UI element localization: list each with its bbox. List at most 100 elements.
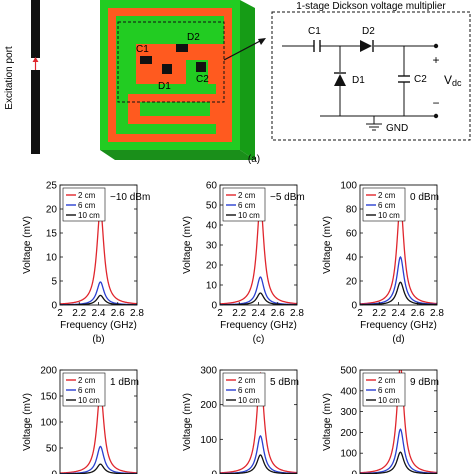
series-line	[360, 281, 437, 305]
schematic-minus: −	[432, 96, 439, 110]
y-tick-label: 10	[206, 281, 218, 292]
x-axis-label: Frequency (GHz)	[360, 320, 437, 331]
series-group	[60, 207, 137, 305]
board-label-c2: C2	[196, 74, 209, 85]
y-tick-label: 200	[340, 428, 357, 439]
y-tick-label: 200	[200, 400, 217, 411]
x-tick-label: 2	[217, 308, 223, 319]
x-tick-label: 2.6	[111, 308, 125, 319]
series-line	[360, 451, 437, 474]
power-label: 0 dBm	[410, 192, 439, 203]
y-axis-label: Voltage (mV)	[22, 393, 33, 451]
y-tick-label: 100	[340, 449, 357, 460]
y-axis-label: Voltage (mV)	[182, 393, 193, 451]
y-tick-label: 60	[206, 181, 218, 192]
capacitor-c2-symbol	[398, 75, 410, 83]
y-tick-label: 0	[51, 470, 57, 474]
schematic-label-c2: C2	[414, 74, 427, 85]
legend-label: 10 cm	[238, 396, 260, 405]
y-tick-label: 400	[340, 386, 357, 397]
y-tick-label: 20	[46, 205, 58, 216]
zoom-arrow	[223, 38, 266, 61]
capacitor-c1-symbol	[313, 40, 321, 52]
legend-label: 2 cm	[238, 376, 256, 385]
diode-d2-symbol	[360, 40, 374, 52]
y-axis-label: Voltage (mV)	[322, 393, 333, 451]
power-label: 9 dBm	[410, 377, 439, 388]
x-tick-label: 2.6	[411, 308, 425, 319]
y-tick-label: 50	[206, 201, 218, 212]
power-label: −5 dBm	[270, 192, 305, 203]
vdc-v: V	[444, 73, 452, 87]
x-tick-label: 2.8	[430, 308, 444, 319]
y-tick-label: 300	[340, 407, 357, 418]
y-tick-label: 20	[206, 261, 218, 272]
y-tick-label: 60	[346, 229, 358, 240]
x-axis-label: Frequency (GHz)	[220, 320, 297, 331]
legend-label: 6 cm	[238, 386, 256, 395]
board-label-c1: C1	[136, 44, 149, 55]
rectenna-board	[100, 0, 255, 160]
legend-label: 2 cm	[238, 191, 256, 200]
schematic-gnd: GND	[386, 123, 408, 134]
schematic-plus: +	[432, 53, 439, 67]
plot-frame	[59, 369, 138, 474]
y-tick-label: 0	[211, 470, 217, 474]
panel-label: (b)	[92, 334, 104, 345]
series-line	[220, 276, 297, 305]
y-tick-label: 100	[200, 435, 217, 446]
y-tick-label: 15	[46, 229, 58, 240]
legend-label: 6 cm	[78, 201, 96, 210]
plot-frame	[219, 369, 298, 474]
y-tick-label: 300	[200, 366, 217, 377]
power-label: 5 dBm	[270, 377, 299, 388]
power-label: 1 dBm	[110, 377, 139, 388]
y-axis-label: Voltage (mV)	[322, 216, 333, 274]
x-tick-label: 2	[57, 308, 63, 319]
legend-label: 10 cm	[78, 211, 100, 220]
y-tick-label: 10	[46, 253, 58, 264]
diode-d1-symbol	[334, 72, 346, 86]
y-tick-label: 0	[211, 301, 217, 312]
y-tick-label: 40	[346, 253, 358, 264]
legend-label: 10 cm	[78, 396, 100, 405]
legend-label: 6 cm	[238, 201, 256, 210]
y-tick-label: 500	[340, 366, 357, 377]
legend-label: 2 cm	[78, 376, 96, 385]
y-tick-label: 80	[346, 205, 358, 216]
y-tick-label: 0	[51, 301, 57, 312]
x-axis-label: Frequency (GHz)	[60, 320, 137, 331]
x-tick-label: 2.8	[130, 308, 144, 319]
schematic-title: 1-stage Dickson voltage multiplier	[296, 1, 446, 12]
legend-label: 6 cm	[378, 201, 396, 210]
vdc-sub: dc	[452, 78, 462, 88]
legend-label: 10 cm	[238, 211, 260, 220]
y-tick-label: 50	[46, 444, 58, 455]
schematic-wiring	[282, 45, 436, 124]
y-tick-label: 0	[351, 470, 357, 474]
y-tick-label: 30	[206, 241, 218, 252]
series-line	[220, 434, 297, 474]
y-tick-label: 5	[51, 277, 57, 288]
excitation-port-label: Excitation port	[4, 46, 15, 110]
legend-label: 2 cm	[378, 191, 396, 200]
y-tick-label: 25	[46, 181, 58, 192]
y-tick-label: 100	[340, 181, 357, 192]
x-tick-label: 2.8	[290, 308, 304, 319]
x-tick-label: 2.2	[72, 308, 86, 319]
series-line	[360, 255, 437, 305]
y-tick-label: 20	[346, 277, 358, 288]
board-label-d2: D2	[187, 32, 200, 43]
board-label-d1: D1	[158, 81, 171, 92]
x-tick-label: 2.2	[232, 308, 246, 319]
series-line	[60, 207, 137, 305]
